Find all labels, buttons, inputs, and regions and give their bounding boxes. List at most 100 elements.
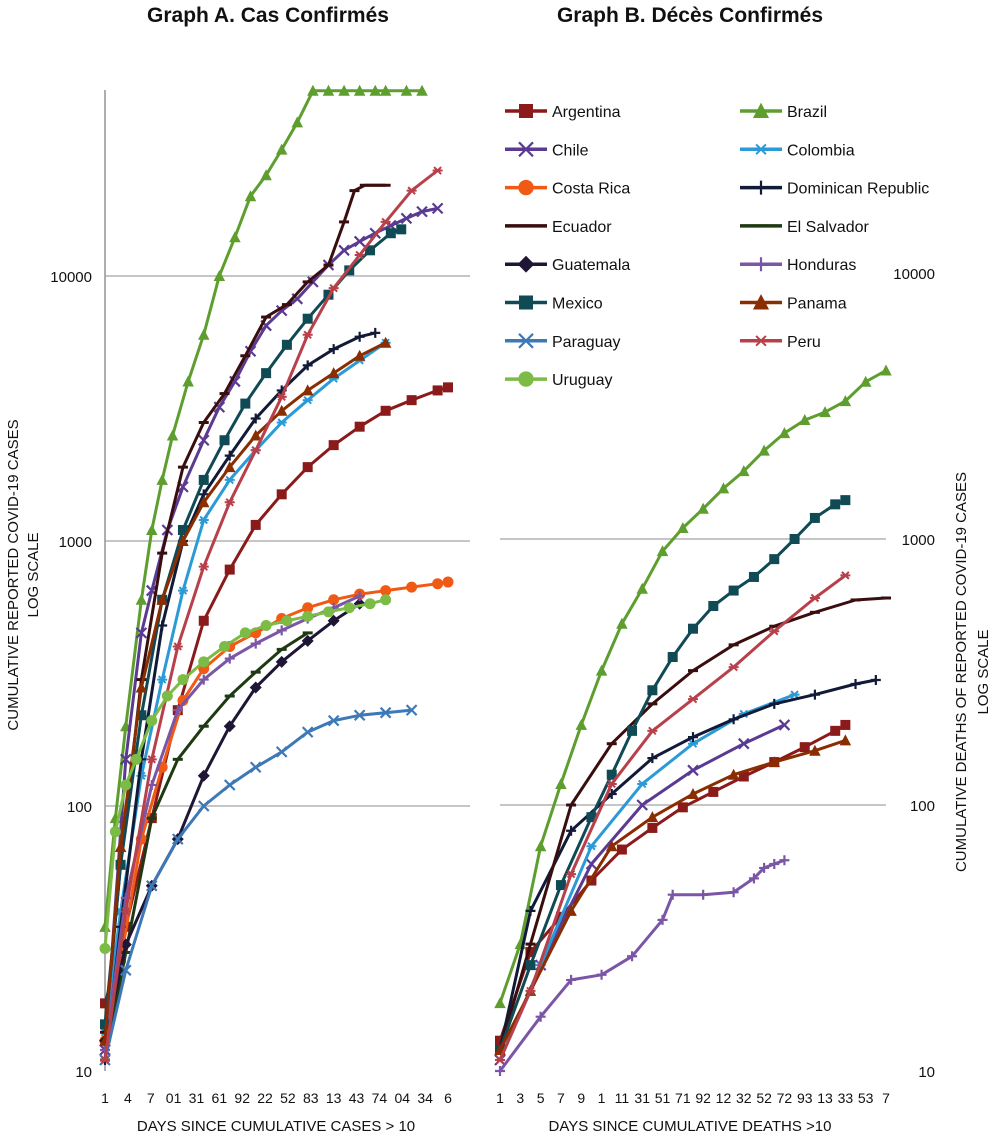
data-point [432,385,443,396]
series-line [498,723,847,1042]
data-point [688,623,698,634]
x-tick-label: 92 [234,1090,250,1106]
data-point [353,349,366,361]
x-tick-label: 52 [280,1090,296,1106]
series-line [103,169,439,1061]
data-point [244,190,257,202]
data-point [778,719,791,731]
x-tick-label: 1 [101,1090,109,1106]
series-panama [99,336,392,1046]
data-point [606,769,617,780]
data-point [525,960,536,971]
legend-label: Costa Rica [552,181,630,198]
y-tick-label: 100 [67,799,92,816]
data-point [114,841,127,853]
data-point [322,84,335,96]
data-point [379,336,392,348]
data-point [830,499,841,510]
data-point [197,434,210,447]
series-chile [99,202,444,1056]
legend-marker [518,179,534,196]
data-point [249,761,262,774]
data-point [586,812,597,823]
series-honduras [495,855,790,1076]
data-point [406,186,417,195]
data-point [343,602,355,614]
x-tick-label: 13 [817,1090,833,1106]
data-point [302,462,313,473]
legend-item-brazil: Brazil [740,102,827,121]
y-axis-label: CUMULATIVE DEATHS OF REPORTED COVID-19 C… [953,472,970,872]
data-point [99,942,111,954]
data-point [198,562,209,571]
y-axis-label: LOG SCALE [975,629,992,714]
legend-item-colombia: Colombia [740,142,855,159]
x-tick-label: 32 [736,1090,752,1106]
x-tick-label: 53 [858,1090,874,1106]
data-point [768,756,781,768]
data-point [840,719,851,730]
data-point [789,534,800,544]
data-point [698,889,709,900]
data-point [728,662,739,672]
y-tick-label: 1000 [902,532,935,549]
x-tick-label: 22 [257,1090,273,1106]
legend-marker [519,295,533,310]
data-point [880,364,892,376]
data-point [555,777,567,789]
data-point [646,811,659,823]
data-point [697,502,709,514]
series-line [498,738,846,1051]
data-point [301,634,314,647]
legend: Argentina Brazil Chile Colombia Costa Rica Do… [505,102,929,389]
data-point [250,446,261,455]
data-point [120,753,132,766]
data-point [276,392,287,402]
x-axis-label: DAYS SINCE CUMULATIVE DEATHS >10 [549,1118,832,1135]
data-point [120,907,131,916]
series-brazil [99,84,428,932]
data-point [667,652,678,663]
data-point [136,710,147,721]
data-point [656,545,669,557]
legend-item-ecuador: Ecuador [505,219,612,236]
data-point [156,473,168,485]
series-uruguay [99,594,392,954]
data-point [302,610,314,622]
x-tick-label: 4 [124,1090,132,1106]
legend-label: El Salvador [787,219,869,236]
data-point [166,429,179,441]
y-axis-label: LOG SCALE [25,532,42,617]
data-point [667,889,678,900]
data-point [839,734,852,746]
series-panama [494,734,852,1055]
data-point [688,739,698,748]
data-point [586,841,597,851]
data-point [177,525,188,536]
data-point [799,742,810,753]
data-point [379,706,392,719]
x-tick-label: 5 [537,1090,545,1106]
data-point [575,718,588,730]
data-point [302,360,313,371]
legend-item-argentina: Argentina [505,104,621,121]
data-point [177,535,189,546]
data-point [708,600,719,611]
data-point [135,681,148,693]
series-dominican-republic [100,327,381,1066]
series-line [498,498,846,1051]
data-point [223,461,236,473]
data-point [301,726,314,738]
legend-marker [519,104,533,118]
data-point [250,519,261,530]
data-point [328,594,340,606]
data-point [156,593,168,605]
data-point [224,498,235,507]
legend-label: Panama [787,296,847,313]
data-point [759,862,770,873]
data-point [535,1011,546,1022]
data-point [606,779,617,789]
data-point [354,591,365,602]
data-point [120,779,132,791]
data-point [595,664,608,676]
